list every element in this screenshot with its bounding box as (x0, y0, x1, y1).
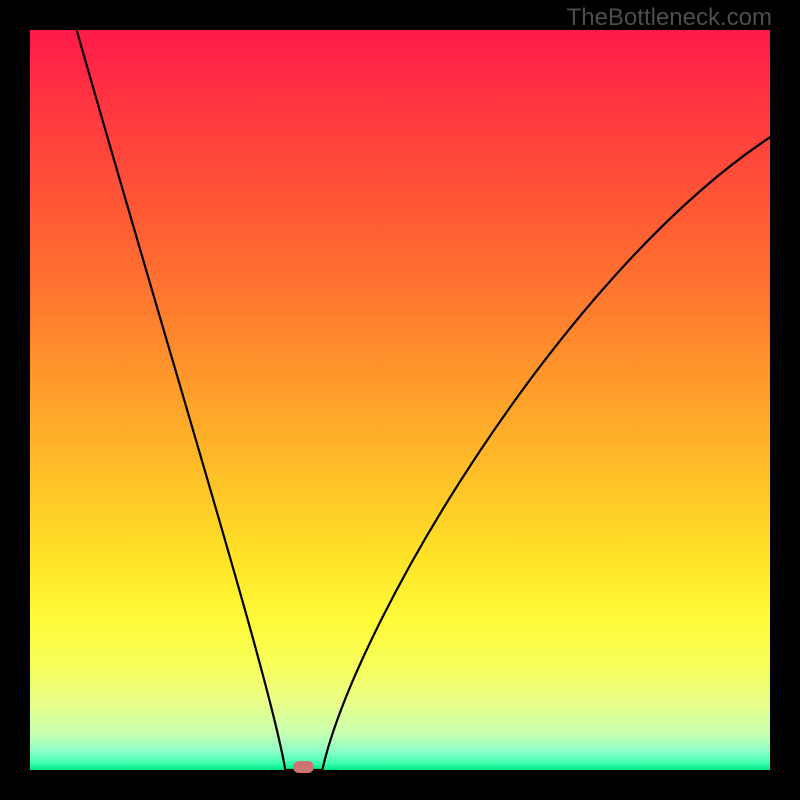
plot-area (30, 30, 770, 770)
bottleneck-curve (77, 30, 770, 770)
watermark-text: TheBottleneck.com (567, 4, 772, 32)
curve-layer (30, 30, 770, 770)
optimum-marker (293, 761, 314, 773)
